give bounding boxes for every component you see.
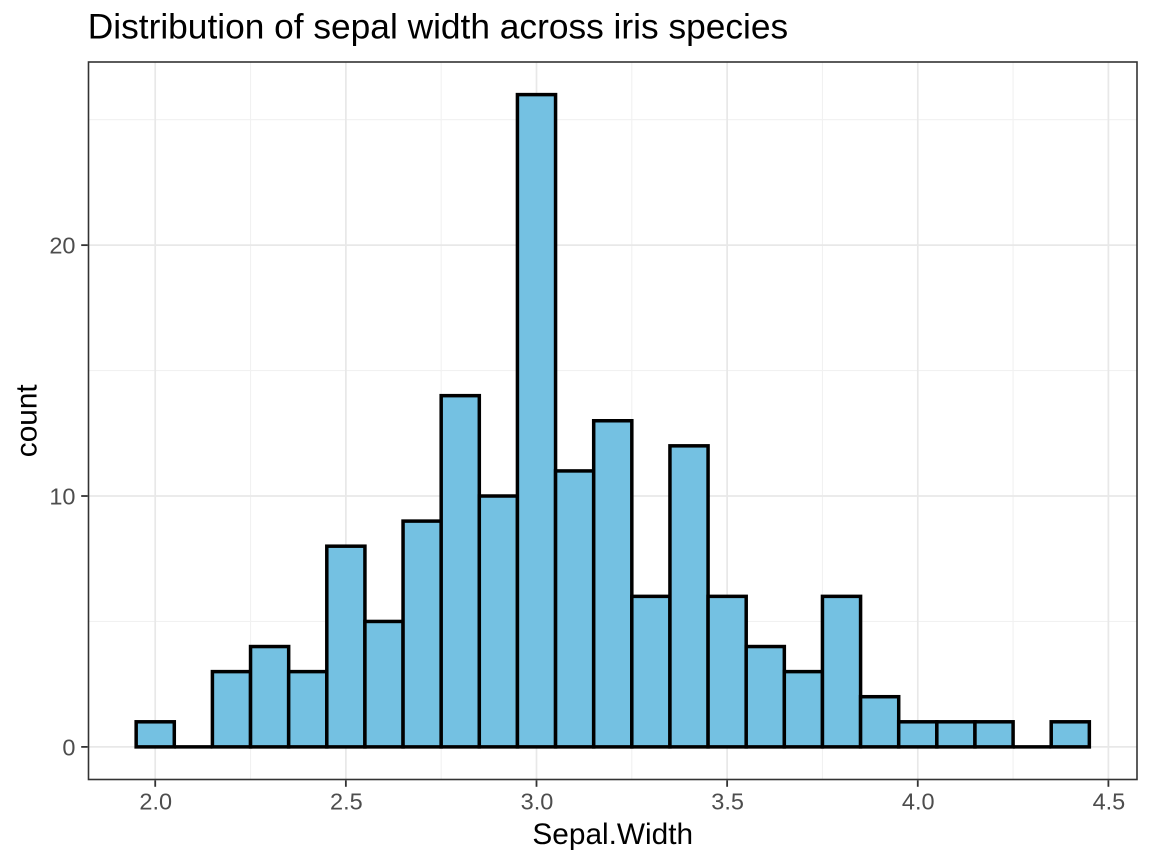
svg-text:10: 10 xyxy=(49,483,75,509)
svg-text:0: 0 xyxy=(62,734,75,760)
svg-text:20: 20 xyxy=(49,233,75,259)
svg-text:Sepal.Width: Sepal.Width xyxy=(532,818,693,851)
svg-text:4.5: 4.5 xyxy=(1093,788,1126,814)
svg-text:2.5: 2.5 xyxy=(330,788,363,814)
svg-text:2.0: 2.0 xyxy=(139,788,172,814)
svg-text:3.0: 3.0 xyxy=(521,788,554,814)
svg-text:4.0: 4.0 xyxy=(902,788,935,814)
svg-text:3.5: 3.5 xyxy=(711,788,744,814)
svg-text:Distribution of sepal width ac: Distribution of sepal width across iris … xyxy=(88,8,788,47)
svg-text:count: count xyxy=(11,384,44,458)
